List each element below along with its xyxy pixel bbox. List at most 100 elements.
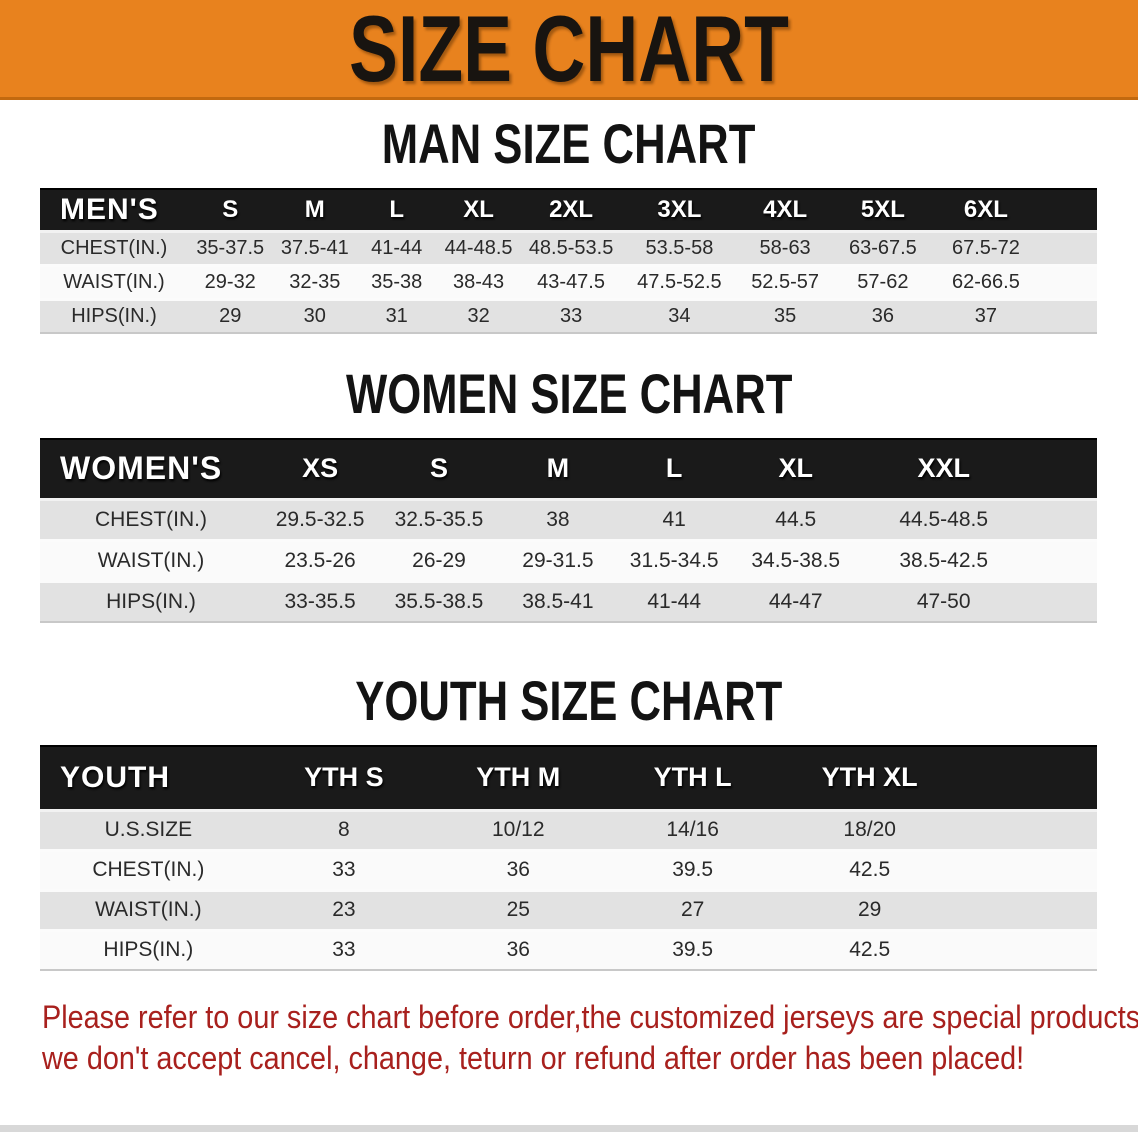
cell-value: 44-47: [768, 589, 823, 613]
youth-section-heading-text: YOUTH SIZE CHART: [355, 669, 783, 732]
spacer-cell: [960, 810, 1097, 850]
youth-header-label: YOUTH: [40, 745, 257, 812]
banner-title: SIZE CHART: [349, 0, 789, 101]
women-header-xs: XS: [261, 438, 379, 501]
women-header-l: L: [616, 438, 733, 501]
cell-value: 29: [219, 304, 242, 327]
spacer-cell: [959, 745, 1097, 812]
youth-header-yth-l: YTH L: [605, 745, 780, 812]
cell-value: 30: [303, 304, 326, 327]
cell-value: 43-47.5: [537, 270, 605, 293]
youth-row-u-s-size: U.S.SIZE 8 10/12 14/16 18/20: [40, 810, 1097, 850]
cell-value: 44.5: [775, 507, 817, 531]
cell-value: 41: [662, 507, 686, 531]
youth-section-heading: YOUTH SIZE CHART: [0, 673, 1138, 729]
youth-header-row: YOUTH YTH S YTH M YTH L YTH XL: [40, 745, 1097, 812]
men-size-table: MEN'S S M L XL 2XL 3XL 4XL 5XL 6XL CHEST(IN.) 35-37…: [40, 188, 1097, 334]
spacer-cell: [960, 930, 1097, 970]
women-section-heading: WOMEN SIZE CHART: [0, 366, 1138, 422]
size-chart-banner: SIZE CHART: [0, 0, 1138, 100]
cell-value: 35: [773, 304, 797, 327]
cell-value: 58-63: [759, 236, 811, 259]
cell-value: 47-50: [916, 589, 971, 613]
cell-value: 32-35: [289, 270, 341, 293]
cell-value: 41-44: [371, 236, 423, 259]
cell-value: 63-67.5: [848, 236, 917, 259]
women-row-chest-in: CHEST(IN.) 29.5-32.5 32.5-35.5 38 41 44.5 44.5…: [40, 499, 1097, 540]
cell-value: 23: [332, 898, 356, 921]
men-header-row: MEN'S S M L XL 2XL 3XL 4XL 5XL 6XL: [40, 188, 1097, 233]
men-row-chest-in: CHEST(IN.) 35-37.5 37.5-41 41-44 44-48.5 48.5…: [40, 231, 1097, 265]
bottom-edge-strip: [0, 1125, 1138, 1132]
spacer-cell: [1028, 438, 1097, 501]
men-header-3xl: 3XL: [621, 188, 738, 233]
cell-value: 37: [974, 304, 998, 327]
youth-row-waist-in: WAIST(IN.) 23 25 27 29: [40, 890, 1097, 930]
youth-header-yth-s: YTH S: [256, 745, 432, 812]
spacer-cell: [1028, 540, 1097, 581]
row-label: WAIST(IN.): [97, 548, 205, 572]
disclaimer-text: Please refer to our size chart before or…: [42, 997, 1138, 1079]
men-header-label: MEN'S: [40, 188, 188, 233]
cell-value: 33: [559, 304, 583, 327]
cell-value: 8: [338, 818, 350, 841]
cell-value: 29: [858, 898, 882, 921]
row-label: HIPS(IN.): [103, 938, 194, 962]
cell-value: 36: [871, 304, 894, 327]
men-header-4xl: 4XL: [737, 188, 833, 233]
cell-value: 38-43: [453, 270, 505, 293]
men-row-waist-in: WAIST(IN.) 29-32 32-35 35-38 38-43 43-47.5 47.…: [40, 265, 1097, 299]
row-label: CHEST(IN.): [60, 236, 168, 259]
men-row-hips-in: HIPS(IN.) 29 30 31 32 33 34 35 36 37: [40, 299, 1097, 333]
cell-value: 10/12: [491, 818, 545, 841]
cell-value: 36: [506, 858, 530, 881]
cell-value: 44-48.5: [444, 236, 513, 259]
spacer-cell: [1039, 231, 1097, 265]
youth-header-yth-m: YTH M: [431, 745, 606, 812]
cell-value: 36: [506, 938, 530, 962]
cell-value: 35.5-38.5: [394, 589, 484, 613]
men-header-6xl: 6XL: [933, 188, 1039, 233]
cell-value: 52.5-57: [751, 270, 820, 293]
cell-value: 39.5: [672, 938, 714, 962]
cell-value: 23.5-26: [284, 548, 356, 572]
cell-value: 34: [668, 304, 691, 327]
men-section-heading-text: MAN SIZE CHART: [382, 112, 756, 175]
cell-value: 33: [332, 938, 356, 962]
youth-header-yth-xl: YTH XL: [779, 745, 960, 812]
men-header-5xl: 5XL: [832, 188, 934, 233]
spacer-cell: [960, 890, 1097, 930]
disclaimer-line-2: we don't accept cancel, change, teturn o…: [42, 1040, 1025, 1076]
cell-value: 32: [467, 304, 490, 327]
men-header-s: S: [187, 188, 273, 233]
cell-value: 67.5-72: [952, 236, 1020, 259]
cell-value: 31.5-34.5: [629, 548, 719, 572]
women-size-table: WOMEN'S XS S M L XL XXL CHEST(IN.) 29.5-32.5 32.5…: [40, 438, 1097, 623]
row-label: HIPS(IN.): [106, 589, 196, 613]
cell-value: 29.5-32.5: [275, 507, 365, 531]
cell-value: 14/16: [666, 818, 719, 841]
spacer-cell: [1038, 188, 1097, 233]
cell-value: 62-66.5: [952, 270, 1020, 293]
women-header-label: WOMEN'S: [40, 438, 262, 501]
cell-value: 39.5: [672, 858, 714, 881]
women-header-xl: XL: [732, 438, 860, 501]
row-label: HIPS(IN.): [71, 304, 157, 327]
women-header-s: S: [378, 438, 500, 501]
women-row-waist-in: WAIST(IN.) 23.5-26 26-29 29-31.5 31.5-34.5 34…: [40, 540, 1097, 581]
cell-value: 29-32: [204, 270, 256, 293]
cell-value: 41-44: [647, 589, 702, 613]
cell-value: 25: [506, 898, 530, 921]
cell-value: 33-35.5: [284, 589, 356, 613]
cell-value: 33: [332, 858, 356, 881]
row-label: CHEST(IN.): [94, 507, 207, 531]
youth-row-chest-in: CHEST(IN.) 33 36 39.5 42.5: [40, 850, 1097, 890]
women-header-xxl: XXL: [859, 438, 1029, 501]
women-header-m: M: [499, 438, 617, 501]
disclaimer-line-1: Please refer to our size chart before or…: [42, 999, 1138, 1035]
cell-value: 26-29: [412, 548, 466, 572]
men-header-xl: XL: [436, 188, 521, 233]
cell-value: 42.5: [849, 938, 891, 962]
row-label: WAIST(IN.): [63, 270, 165, 293]
cell-value: 38.5-41: [522, 589, 594, 613]
